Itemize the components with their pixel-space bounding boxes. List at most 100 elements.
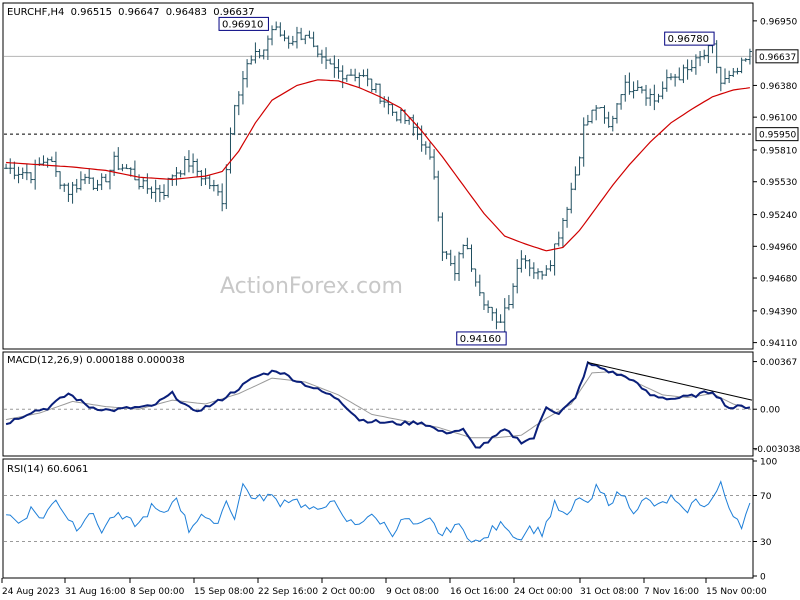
price-bar: [519, 250, 524, 273]
time-tick-label: 24 Aug 2023: [2, 587, 60, 597]
price-bar: [99, 173, 104, 191]
price-bar: [211, 179, 216, 192]
price-bar: [8, 158, 13, 174]
price-bar: [182, 156, 187, 176]
price-bar: [178, 170, 183, 178]
time-tick-label: 16 Oct 16:00: [450, 587, 509, 597]
price-bar: [12, 161, 17, 180]
price-bar: [656, 93, 661, 103]
price-bar: [319, 49, 324, 64]
price-bar: [673, 73, 678, 87]
price-bar: [87, 168, 92, 184]
price-bar: [481, 292, 486, 310]
price-bar: [199, 170, 204, 187]
price-bar: [386, 96, 391, 115]
price-tick-label: 0.96100: [760, 114, 797, 124]
price-bar: [473, 268, 478, 287]
price-bar: [685, 59, 690, 80]
price-bar: [311, 31, 316, 48]
watermark: ActionForex.com: [220, 274, 403, 299]
price-bar: [290, 35, 295, 46]
price-bar: [83, 173, 88, 185]
price-bar: [548, 260, 553, 272]
price-bar: [378, 83, 383, 104]
time-tick-label: 7 Nov 16:00: [644, 587, 699, 597]
price-bar: [49, 156, 54, 162]
price-bar: [585, 114, 590, 126]
price-bar: [174, 167, 179, 186]
macd-tick-label: 0.00: [760, 406, 780, 416]
price-bar: [698, 50, 703, 67]
price-bar: [602, 105, 607, 124]
macd-tick-label: 0.00367: [760, 358, 797, 368]
price-bar: [515, 259, 520, 294]
macd-title: MACD(12,26,9) 0.000188 0.000038: [7, 355, 185, 366]
price-bar: [74, 178, 79, 193]
price-bar: [195, 158, 200, 178]
price-bar: [16, 166, 21, 184]
price-bar: [357, 72, 362, 88]
price-bar: [440, 212, 445, 261]
price-bar: [735, 67, 740, 75]
price-bar: [419, 125, 424, 152]
price-bar: [631, 81, 636, 99]
price-bar: [747, 48, 752, 65]
price-bar: [265, 35, 270, 60]
price-bar: [598, 107, 603, 109]
price-bar: [573, 166, 578, 191]
time-tick-label: 8 Sep 00:00: [130, 587, 185, 597]
header-close: 0.96637: [213, 7, 254, 18]
price-bar: [444, 251, 449, 260]
price-bar: [614, 103, 619, 124]
macd-tick-label: -0.003038: [754, 445, 800, 455]
price-bar: [299, 27, 304, 41]
price-bar: [153, 179, 158, 203]
price-chart-layer: 0.96910 0.96780 0.94160: [4, 16, 752, 346]
price-bar: [523, 255, 528, 269]
price-bar: [224, 164, 229, 210]
level-price-tag: 0.95950: [759, 131, 796, 141]
time-tick-label: 22 Sep 16:00: [258, 587, 318, 597]
price-bar: [540, 270, 545, 280]
price-bar: [353, 68, 358, 82]
price-bar: [590, 109, 595, 124]
high-label-2: 0.96780: [664, 31, 715, 46]
high-label-2-box: [664, 31, 715, 46]
price-bar: [718, 66, 723, 92]
price-bar: [565, 206, 570, 228]
current-price-tag: 0.96637: [759, 53, 796, 63]
price-bar: [95, 179, 100, 191]
header-low: 0.96483: [166, 7, 207, 18]
price-tick-label: 0.95530: [760, 178, 797, 188]
price-bar: [490, 306, 495, 321]
rsi-title: RSI(14) 60.6061: [7, 464, 88, 475]
price-bar: [191, 153, 196, 174]
header-open: 0.96515: [71, 7, 112, 18]
price-bar: [249, 55, 254, 65]
price-bar: [448, 249, 453, 266]
price-bar: [286, 35, 291, 49]
price-bar: [461, 244, 466, 259]
price-bar: [506, 295, 511, 311]
price-bar: [270, 25, 275, 46]
price-bar: [635, 80, 640, 91]
price-bar: [373, 82, 378, 93]
price-bar: [436, 170, 441, 222]
current-price-tag-box: [755, 49, 799, 64]
price-bar: [4, 163, 9, 170]
price-bar: [560, 217, 565, 248]
price-bar: [253, 42, 258, 64]
rsi-panel: [2, 458, 754, 579]
price-bar: [681, 64, 686, 84]
price-bar: [477, 274, 482, 297]
price-bar: [394, 111, 399, 122]
price-bar: [531, 262, 536, 279]
price-bar: [228, 127, 233, 174]
price-bar: [660, 81, 665, 100]
price-bar: [577, 156, 582, 176]
price-bar: [207, 174, 212, 190]
price-bar: [157, 184, 162, 203]
price-bar: [45, 157, 50, 168]
level-price-tag-box: [755, 127, 799, 142]
